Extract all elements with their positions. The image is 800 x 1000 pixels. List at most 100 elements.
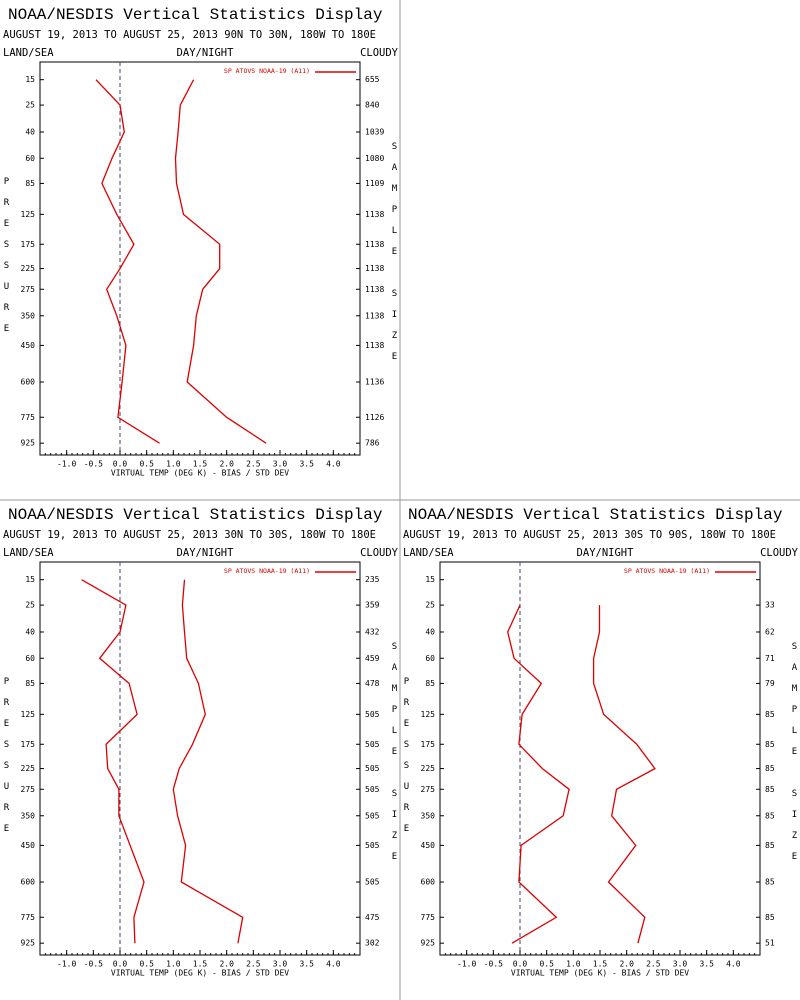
profile-line xyxy=(174,79,267,444)
x-tick-label: 0.0 xyxy=(113,960,128,969)
sample-size-label: 51 xyxy=(765,939,775,948)
sample-size-label: 235 xyxy=(365,575,380,584)
y-tick-label: 775 xyxy=(421,913,436,922)
panel-title: NOAA/NESDIS Vertical Statistics Display xyxy=(8,6,383,24)
y-tick-label: 275 xyxy=(421,785,436,794)
y-tick-label: 775 xyxy=(21,913,36,922)
y-axis-label: PRESSURE xyxy=(2,677,12,845)
label-left: LAND/SEA xyxy=(3,47,54,59)
sample-size-label: 478 xyxy=(365,679,380,688)
y-tick-label: 25 xyxy=(25,601,35,610)
y-tick-label: 450 xyxy=(21,341,36,350)
sample-size-label: 840 xyxy=(365,101,380,110)
sample-size-label: 505 xyxy=(365,878,380,887)
panel-title: NOAA/NESDIS Vertical Statistics Display xyxy=(408,506,783,524)
y-axis-label: PRESSURE xyxy=(2,177,12,345)
plot-frame xyxy=(39,561,361,956)
x-tick-label: 1.0 xyxy=(566,960,581,969)
y-tick-label: 15 xyxy=(25,575,35,584)
y-tick-label: 15 xyxy=(25,75,35,84)
y-tick-label: 15 xyxy=(425,575,435,584)
sample-size-label: 85 xyxy=(765,710,775,719)
y-tick-label: 225 xyxy=(421,764,436,773)
y-tick-label: 125 xyxy=(421,710,436,719)
sample-size-label: 505 xyxy=(365,740,380,749)
x-tick-label: 4.0 xyxy=(726,960,741,969)
sample-size-label: 85 xyxy=(765,785,775,794)
y-tick-label: 925 xyxy=(421,939,436,948)
sample-size-label: 71 xyxy=(765,654,775,663)
sample-size-label: 1126 xyxy=(365,413,384,422)
x-axis-label: VIRTUAL TEMP (DEG K) - BIAS / STD DEV xyxy=(111,969,289,978)
x-tick-label: 1.5 xyxy=(193,460,208,469)
y-tick-label: 600 xyxy=(421,878,436,887)
y-tick-label: 275 xyxy=(21,285,36,294)
y-tick-label: 350 xyxy=(21,311,36,320)
sample-size-label: 505 xyxy=(365,841,380,850)
label-right: CLOUDY xyxy=(360,547,399,559)
sample-size-label: 62 xyxy=(765,627,775,636)
y-tick-label: 925 xyxy=(21,439,36,448)
x-tick-label: -1.0 xyxy=(457,960,476,969)
y-tick-label: 775 xyxy=(21,413,36,422)
sample-size-label: 1138 xyxy=(365,264,384,273)
y-tick-label: 350 xyxy=(21,811,36,820)
legend-label: SP ATOVS NOAA-19 (A11) xyxy=(224,567,310,575)
x-tick-label: 2.0 xyxy=(219,960,234,969)
label-center: DAY/NIGHT xyxy=(177,47,235,59)
y-tick-label: 85 xyxy=(25,679,35,688)
sample-size-label: 459 xyxy=(365,654,380,663)
sample-size-label: 1138 xyxy=(365,311,384,320)
sample-size-label: 505 xyxy=(365,764,380,773)
y-tick-label: 225 xyxy=(21,764,36,773)
x-axis-label: VIRTUAL TEMP (DEG K) - BIAS / STD DEV xyxy=(111,469,289,478)
profile-line xyxy=(592,605,656,944)
y-tick-label: 175 xyxy=(21,240,36,249)
x-tick-label: -0.5 xyxy=(484,960,503,969)
x-tick-label: 4.0 xyxy=(326,460,341,469)
label-right: CLOUDY xyxy=(360,47,399,59)
sample-size-label: 1039 xyxy=(365,127,384,136)
y-tick-label: 275 xyxy=(21,785,36,794)
y2-axis-label: SAMPLE SIZE xyxy=(390,642,400,873)
subtitle: AUGUST 19, 2013 TO AUGUST 25, 2013 30N T… xyxy=(3,529,376,541)
y-tick-label: 40 xyxy=(25,627,35,636)
legend-label: SP ATOVS NOAA-19 (A11) xyxy=(224,67,310,75)
x-tick-label: 2.5 xyxy=(246,960,261,969)
sample-size-label: 85 xyxy=(765,841,775,850)
subtitle: AUGUST 19, 2013 TO AUGUST 25, 2013 30S T… xyxy=(403,529,776,541)
x-tick-label: 0.5 xyxy=(539,960,554,969)
sample-size-label: 33 xyxy=(765,601,775,610)
x-tick-label: -0.5 xyxy=(84,460,103,469)
sample-size-label: 85 xyxy=(765,878,775,887)
profile-line xyxy=(507,604,570,944)
sample-size-label: 79 xyxy=(765,679,775,688)
sample-size-label: 85 xyxy=(765,913,775,922)
y-tick-label: 85 xyxy=(425,679,435,688)
sample-size-label: 1138 xyxy=(365,240,384,249)
y-tick-label: 600 xyxy=(21,378,36,387)
y-tick-label: 175 xyxy=(21,740,36,749)
y-tick-label: 600 xyxy=(21,878,36,887)
sample-size-label: 85 xyxy=(765,764,775,773)
profile-line xyxy=(172,579,244,944)
x-tick-label: -1.0 xyxy=(57,460,76,469)
sample-size-label: 505 xyxy=(365,710,380,719)
y-tick-label: 125 xyxy=(21,210,36,219)
x-tick-label: -0.5 xyxy=(84,960,103,969)
sample-size-label: 1109 xyxy=(365,179,384,188)
sample-size-label: 1136 xyxy=(365,378,384,387)
y2-axis-label: SAMPLE SIZE xyxy=(390,142,400,373)
x-tick-label: 1.0 xyxy=(166,460,181,469)
y-tick-label: 85 xyxy=(25,179,35,188)
y-tick-label: 350 xyxy=(421,811,436,820)
x-tick-label: 3.5 xyxy=(699,960,714,969)
label-left: LAND/SEA xyxy=(403,547,454,559)
sample-size-label: 475 xyxy=(365,913,380,922)
x-tick-label: 1.5 xyxy=(593,960,608,969)
legend-label: SP ATOVS NOAA-19 (A11) xyxy=(624,567,710,575)
sample-size-label: 302 xyxy=(365,939,380,948)
x-axis-label: VIRTUAL TEMP (DEG K) - BIAS / STD DEV xyxy=(511,969,689,978)
y-tick-label: 25 xyxy=(25,101,35,110)
